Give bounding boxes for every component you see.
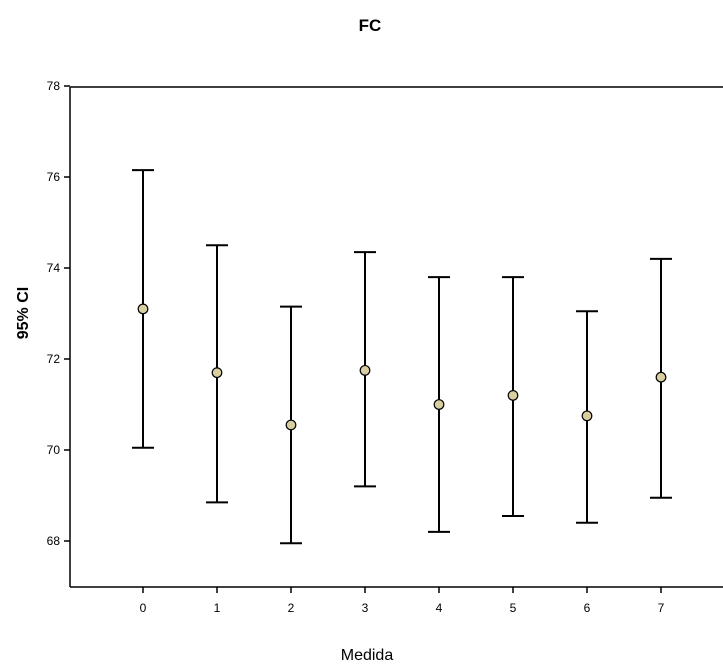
y-tick-label: 72 bbox=[47, 352, 61, 366]
y-tick-label: 78 bbox=[47, 79, 61, 93]
mean-point bbox=[359, 364, 371, 376]
chart-title: FC bbox=[359, 16, 382, 35]
x-tick-label: 0 bbox=[140, 601, 147, 615]
x-tick-label: 4 bbox=[436, 601, 443, 615]
mean-point bbox=[581, 410, 593, 422]
mean-point bbox=[285, 419, 297, 431]
y-tick-label: 74 bbox=[47, 261, 61, 275]
plot-marks bbox=[132, 169, 672, 545]
mean-point bbox=[507, 390, 519, 401]
x-axis: 0 1 2 3 4 5 6 7 bbox=[70, 586, 723, 615]
y-tick-label: 76 bbox=[47, 170, 61, 184]
x-tick-label: 3 bbox=[362, 601, 369, 615]
mean-point bbox=[211, 367, 223, 379]
x-tick-label: 6 bbox=[584, 601, 591, 615]
y-axis: 68 70 72 74 76 78 bbox=[47, 79, 723, 587]
y-axis-label: 95% CI bbox=[15, 287, 32, 339]
x-tick-label: 2 bbox=[288, 601, 295, 615]
mean-point bbox=[433, 399, 445, 410]
x-axis-label: Medida bbox=[341, 647, 394, 664]
mean-point bbox=[655, 371, 667, 383]
mean-point bbox=[137, 303, 149, 315]
x-tick-label: 5 bbox=[510, 601, 517, 615]
y-tick-label: 70 bbox=[47, 443, 61, 457]
x-tick-label: 1 bbox=[214, 601, 221, 615]
y-tick-label: 68 bbox=[47, 534, 61, 548]
x-tick-label: 7 bbox=[658, 601, 665, 615]
